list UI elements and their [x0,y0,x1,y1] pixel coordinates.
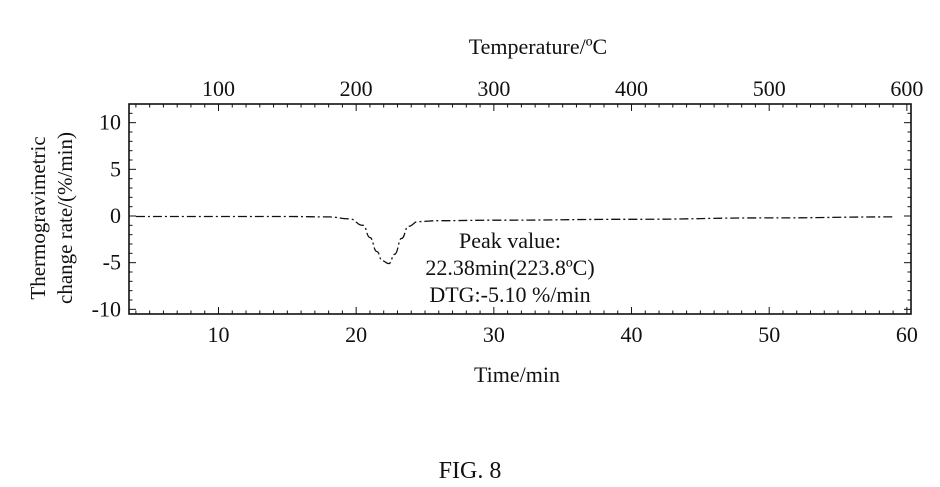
peak-annotation-line-2: 22.38min(223.8ºC) [425,255,594,280]
y-tick-label: -10 [92,296,121,321]
x-tick-label: 50 [758,322,780,347]
y-axis-title: Thermogravimetric change rate/(%/min) [26,132,77,304]
top-tick-label: 300 [477,76,510,101]
bottom-axis-title: Time/min [474,362,560,387]
x-tick-label: 20 [345,322,367,347]
x-tick-label: 40 [621,322,643,347]
x-tick-label: 60 [896,322,918,347]
y-tick-label: -5 [103,250,121,275]
top-tick-label: 100 [202,76,235,101]
peak-annotation-line-1: Peak value: [459,228,561,253]
plot-frame [128,103,912,315]
y-tick-label: 5 [110,156,121,181]
x-tick-label: 30 [483,322,505,347]
figure-caption: FIG. 8 [438,458,502,484]
y-axis-title-line-1: Thermogravimetric [26,136,50,299]
top-tick-label: 400 [615,76,648,101]
x-tick-label: 10 [207,322,229,347]
y-axis-title-line-2: change rate/(%/min) [53,132,77,304]
top-tick-label: 200 [340,76,373,101]
peak-annotation-line-3: DTG:-5.10 %/min [429,282,590,307]
y-tick-label: 10 [99,110,121,135]
dtg-series-line [135,215,894,265]
ticks-layer [129,104,911,314]
top-tick-label: 600 [890,76,923,101]
top-axis-title: Temperature/ºC [469,34,607,59]
top-tick-label: 500 [753,76,786,101]
y-tick-label: 0 [110,203,121,228]
